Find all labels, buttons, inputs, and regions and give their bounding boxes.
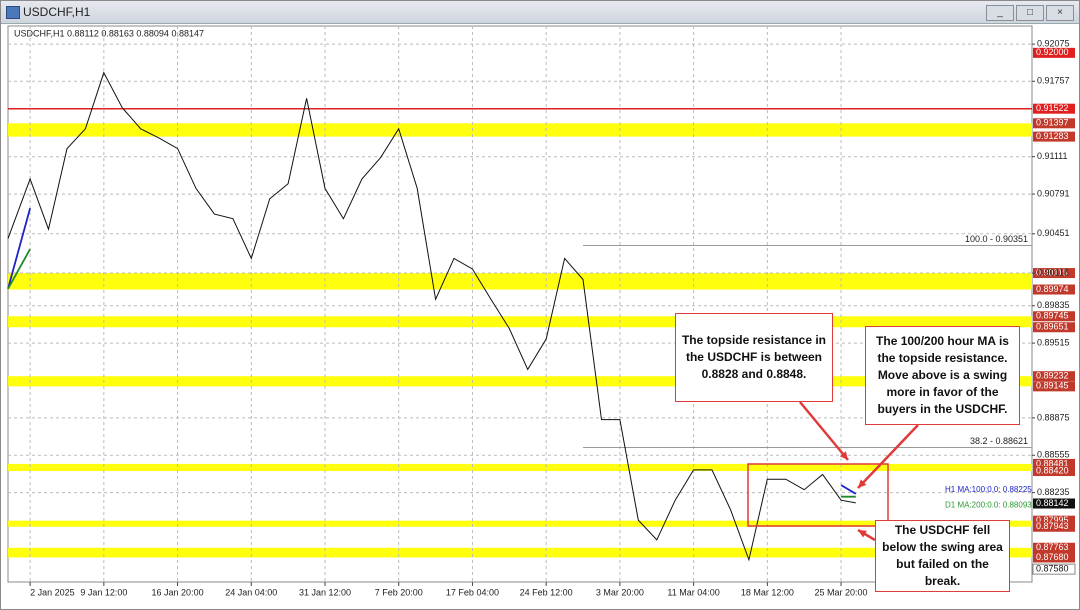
y-tick-label: 0.91111 — [1037, 151, 1068, 161]
level-label: 0.89651 — [1036, 322, 1069, 332]
level-label-bg — [1033, 322, 1075, 333]
level-label-bg — [1033, 542, 1075, 553]
y-tick-label: 0.90115 — [1037, 267, 1069, 277]
series-line — [7, 207, 857, 495]
close-button[interactable]: × — [1046, 5, 1074, 21]
level-label-bg — [1033, 466, 1075, 477]
x-tick-label: 18 Mar 12:00 — [741, 587, 794, 597]
arrow-head — [858, 479, 867, 488]
level-label: 0.91397 — [1036, 118, 1069, 128]
arrow-head — [839, 451, 848, 460]
y-tick-label: 0.89515 — [1037, 338, 1070, 348]
x-tick-label: 16 Jan 20:00 — [152, 587, 204, 597]
level-label: 0.87580 — [1036, 564, 1069, 574]
level-label: 0.88420 — [1036, 465, 1069, 475]
swing-box — [747, 463, 889, 527]
callout: The 100/200 hour MA is the topside resis… — [865, 326, 1020, 425]
level-label: 0.89145 — [1036, 381, 1069, 391]
app-icon — [6, 6, 20, 19]
level-label-bg — [1033, 458, 1075, 469]
level-label-bg — [1033, 381, 1075, 392]
zone — [8, 376, 1032, 387]
level-label-bg — [1033, 118, 1075, 129]
annotation-marks — [747, 401, 919, 542]
minimize-button[interactable]: _ — [986, 5, 1014, 21]
arrow — [857, 424, 919, 489]
zone — [8, 316, 1032, 328]
arrow-head — [858, 530, 867, 538]
y-tick-label: 0.89835 — [1037, 300, 1070, 310]
level-label: 0.88142 — [1036, 498, 1069, 508]
y-tick-label: 0.90451 — [1037, 228, 1070, 238]
ma-label: D1 MA:200:0.0: 0.88093 — [945, 500, 1032, 509]
x-tick-label: 2 Jan 2025 — [30, 587, 75, 597]
callout: The topside resistance in the USDCHF is … — [675, 313, 833, 402]
title-bar: USDCHF,H1 _ □ × — [1, 1, 1079, 24]
zone — [8, 463, 1032, 472]
x-tick-label: 17 Feb 04:00 — [446, 587, 499, 597]
zone — [8, 520, 1032, 527]
maximize-button[interactable]: □ — [1016, 5, 1044, 21]
level-label: 0.88481 — [1036, 458, 1069, 468]
y-tick-label: 0.88555 — [1037, 450, 1070, 460]
x-tick-label: 7 Feb 20:00 — [375, 587, 423, 597]
y-tick-label: 0.92075 — [1037, 38, 1070, 48]
level-label: 0.90115 — [1036, 267, 1068, 277]
zone — [8, 273, 1032, 290]
x-tick-label: 24 Feb 12:00 — [520, 587, 573, 597]
level-label: 0.92000 — [1036, 47, 1069, 57]
zone — [8, 123, 1032, 137]
plot-area — [7, 25, 1033, 583]
x-tick-label: 25 Mar 20:00 — [815, 587, 868, 597]
x-tick-label: 3 Mar 20:00 — [596, 587, 644, 597]
level-label: 0.87680 — [1036, 552, 1069, 562]
level-label: 0.87943 — [1036, 521, 1069, 531]
x-tick-label: 31 Jan 12:00 — [299, 587, 351, 597]
ma-label: H1 MA:100:0.0: 0.88225 — [945, 485, 1032, 494]
fib-label: 38.2 - 0.88621 — [970, 436, 1028, 446]
arrow — [799, 401, 849, 461]
level-label-bg — [1033, 284, 1075, 295]
zone — [8, 547, 1032, 558]
level-label-bg — [1033, 498, 1075, 509]
level-label-bg — [1033, 521, 1075, 532]
level-label-bg — [1033, 311, 1075, 322]
level-label-bg — [1033, 47, 1075, 58]
x-tick-label: 9 Jan 12:00 — [80, 587, 127, 597]
level-label: 0.87995 — [1036, 515, 1069, 525]
level-label-bg — [1033, 103, 1075, 114]
series-line — [7, 248, 856, 498]
level-label-bg — [1033, 515, 1075, 526]
y-tick-label: 0.88235 — [1037, 487, 1070, 497]
level-label-bg — [1033, 131, 1075, 142]
level-label-bg — [1033, 371, 1075, 382]
level-label-bg — [1032, 563, 1076, 575]
x-tick-label: 11 Mar 04:00 — [667, 587, 719, 597]
y-tick-label: 0.88875 — [1037, 412, 1070, 422]
window-title: USDCHF,H1 — [23, 5, 91, 19]
level-label: 0.91283 — [1036, 131, 1069, 141]
level-label: 0.87763 — [1036, 542, 1069, 552]
level-label-bg — [1033, 552, 1075, 563]
x-tick-label: 24 Jan 04:00 — [225, 587, 277, 597]
level-label: 0.89232 — [1036, 371, 1069, 381]
chart-header: USDCHF,H1 0.88112 0.88163 0.88094 0.8814… — [14, 28, 204, 38]
level-label-bg — [1033, 268, 1075, 279]
level-label: 0.91522 — [1036, 103, 1069, 113]
level-label: 0.89974 — [1036, 284, 1069, 294]
series-line — [7, 71, 856, 562]
y-tick-label: 0.90791 — [1037, 188, 1070, 198]
fib-label: 100.0 - 0.90351 — [965, 234, 1028, 244]
level-label: 0.89745 — [1036, 311, 1069, 321]
y-tick-label: 0.91757 — [1037, 76, 1070, 86]
callout: The USDCHF fell below the swing area but… — [875, 520, 1010, 592]
